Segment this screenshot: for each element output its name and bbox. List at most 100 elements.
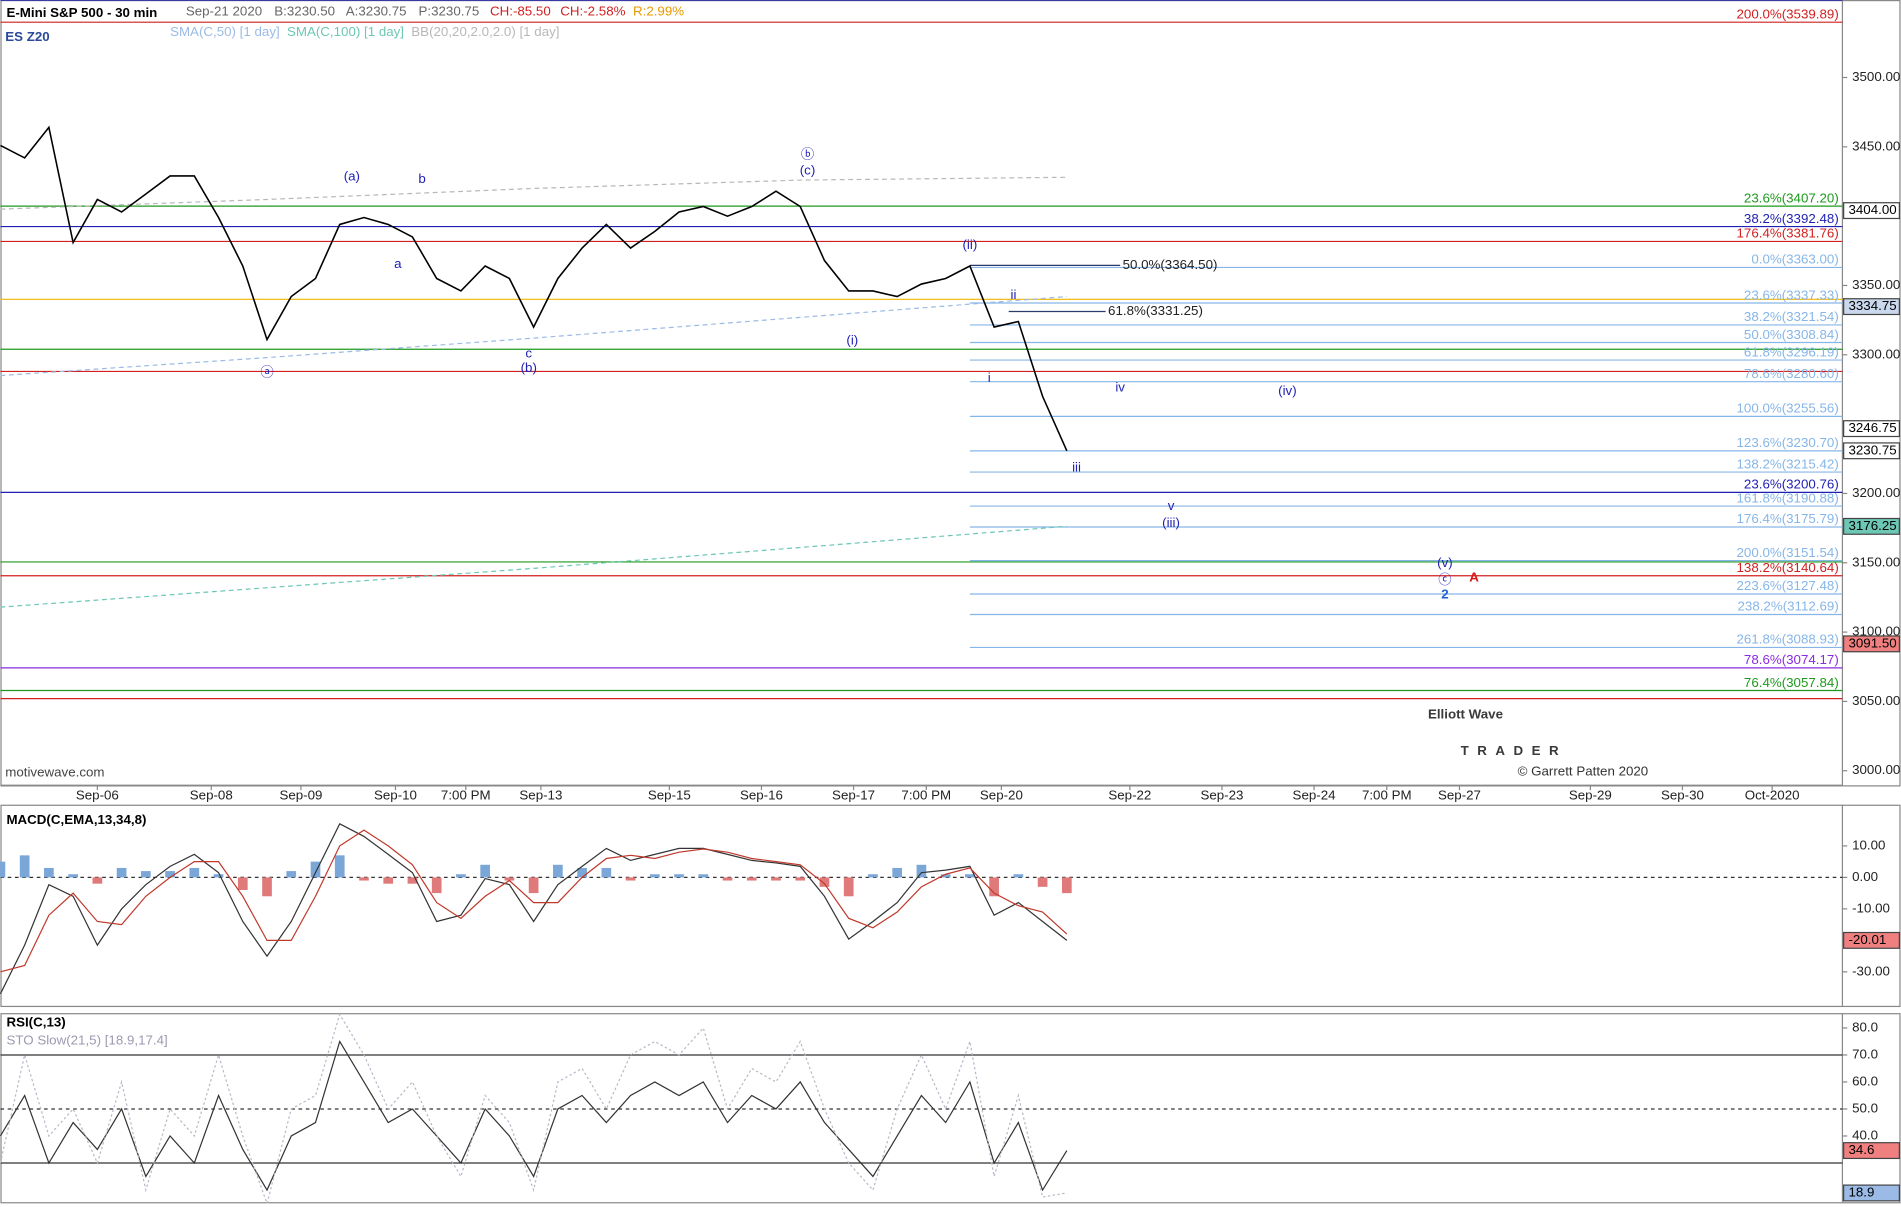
histogram-bar — [68, 874, 78, 878]
level-label: 200.0%(3539.89) — [1737, 6, 1839, 21]
histogram-bar — [649, 874, 660, 878]
wave-label: ii — [1011, 287, 1017, 302]
y-tick-label: 3300.00 — [1852, 346, 1900, 361]
fib-label: 61.8%(3296.19) — [1744, 344, 1839, 359]
histogram-bar — [577, 867, 587, 878]
indicator-line — [0, 1012, 1067, 1206]
histogram-bar — [165, 871, 175, 878]
moving-average — [0, 295, 1067, 377]
histogram-bar — [868, 874, 878, 878]
fib-label: 38.2%(3321.54) — [1744, 309, 1839, 324]
price-line — [0, 125, 1068, 452]
level-label: 138.2%(3140.64) — [1737, 560, 1839, 575]
level-label: 76.4%(3057.84) — [1744, 675, 1839, 690]
histogram-bar — [0, 861, 6, 878]
histogram-bar — [431, 877, 442, 894]
logo-credit: © Garrett Patten 2020 — [1518, 763, 1649, 778]
histogram-bar — [698, 874, 709, 878]
histogram-bar — [843, 877, 854, 897]
histogram-bar — [892, 867, 903, 878]
ask: A:3230.75 — [346, 4, 407, 19]
histogram-bar — [213, 874, 224, 878]
fib-label: 176.4%(3175.79) — [1737, 511, 1839, 526]
price-box-label: 3334.75 — [1848, 298, 1896, 313]
histogram-bar — [819, 877, 830, 887]
fib-label: 123.6%(3230.70) — [1737, 435, 1839, 450]
histogram-bar — [1013, 874, 1024, 878]
last-price: P:3230.75 — [418, 4, 479, 19]
price-box — [1843, 931, 1900, 949]
histogram-bar — [480, 864, 490, 878]
wave-label: (i) — [846, 332, 858, 347]
histogram-bar — [746, 877, 757, 881]
histogram-bar — [989, 877, 999, 897]
panel-frame — [0, 1013, 1901, 1204]
histogram-bar — [237, 877, 248, 890]
x-tick-label: Sep-29 — [1569, 788, 1612, 803]
histogram-bar — [504, 877, 515, 881]
price-box — [1843, 420, 1900, 438]
range: R:2.99% — [633, 4, 684, 19]
x-tick-label: 7:00 PM — [1362, 788, 1412, 803]
x-tick-label: Sep-16 — [740, 788, 783, 803]
price-box-label: -20.01 — [1848, 932, 1886, 947]
level-label: 38.2%(3392.48) — [1744, 211, 1839, 226]
x-tick-label: Sep-08 — [190, 788, 233, 803]
histogram-bar — [940, 874, 951, 878]
histogram-bar — [528, 877, 539, 894]
x-tick-label: 7:00 PM — [441, 788, 491, 803]
moving-average — [0, 525, 1067, 608]
histogram-bar — [19, 855, 30, 878]
wave-label: (ii) — [962, 237, 977, 252]
fib-label: 0.0%(3363.00) — [1751, 252, 1838, 267]
change-pct: CH:-2.58% — [560, 4, 625, 19]
fib-segment-label: 50.0%(3364.50) — [1123, 257, 1218, 272]
wave-label: ⓑ — [801, 147, 814, 162]
histogram-bar — [140, 871, 151, 878]
y-tick-label: -10.00 — [1852, 900, 1890, 915]
watermark: motivewave.com — [5, 765, 104, 780]
y-tick-label: 50.0 — [1852, 1100, 1878, 1115]
logo: Elliott Wave TRADER © Garrett Patten 202… — [1428, 707, 1648, 779]
date: Sep-21 2020 — [186, 4, 262, 19]
y-tick-label: 80.0 — [1852, 1019, 1878, 1034]
symbol: ES Z20 — [5, 29, 49, 44]
price-box — [1843, 442, 1900, 460]
x-tick-label: Sep-06 — [76, 788, 119, 803]
price-box — [1843, 298, 1900, 316]
series-legend: STO Slow(21,5) [18.9,17.4] — [6, 1032, 167, 1047]
price-box — [1843, 1184, 1900, 1202]
wave-label: ⓐ — [260, 364, 273, 379]
x-tick-label: Sep-10 — [374, 788, 417, 803]
price-box-label: 3230.75 — [1848, 442, 1896, 457]
histogram-bar — [359, 877, 369, 881]
fib-label: 100.0%(3255.56) — [1737, 401, 1839, 416]
y-tick-label: 3500.00 — [1852, 69, 1900, 84]
y-tick-label: 3200.00 — [1852, 485, 1900, 500]
histogram-bar — [189, 867, 200, 878]
histogram-bar — [722, 877, 733, 881]
histogram-bar — [407, 877, 418, 884]
histogram-bar — [625, 877, 636, 881]
indicator-line — [0, 829, 1068, 973]
overlay-legend: SMA(C,100) [1 day] — [287, 24, 404, 39]
price-box — [1843, 635, 1900, 653]
y-tick-label: 3450.00 — [1852, 138, 1900, 153]
y-tick-label: 60.0 — [1852, 1073, 1878, 1088]
level-label: 176.4%(3381.76) — [1737, 226, 1839, 241]
price-box-label: 3404.00 — [1848, 202, 1896, 217]
price-box-label: 34.6 — [1848, 1142, 1874, 1157]
bid: B:3230.50 — [274, 4, 335, 19]
indicator-line — [0, 822, 1068, 995]
price-box-label: 3176.25 — [1848, 518, 1896, 533]
y-tick-label: 3100.00 — [1852, 624, 1900, 639]
wave-label: A — [1469, 570, 1479, 585]
wave-label: (b) — [521, 360, 537, 375]
change: CH:-85.50 — [490, 4, 551, 19]
histogram-bar — [44, 867, 54, 878]
level-label: 23.6%(3407.20) — [1744, 190, 1839, 205]
histogram-bar — [1061, 877, 1072, 894]
x-tick-label: Sep-23 — [1200, 788, 1243, 803]
wave-label: v — [1168, 498, 1175, 513]
